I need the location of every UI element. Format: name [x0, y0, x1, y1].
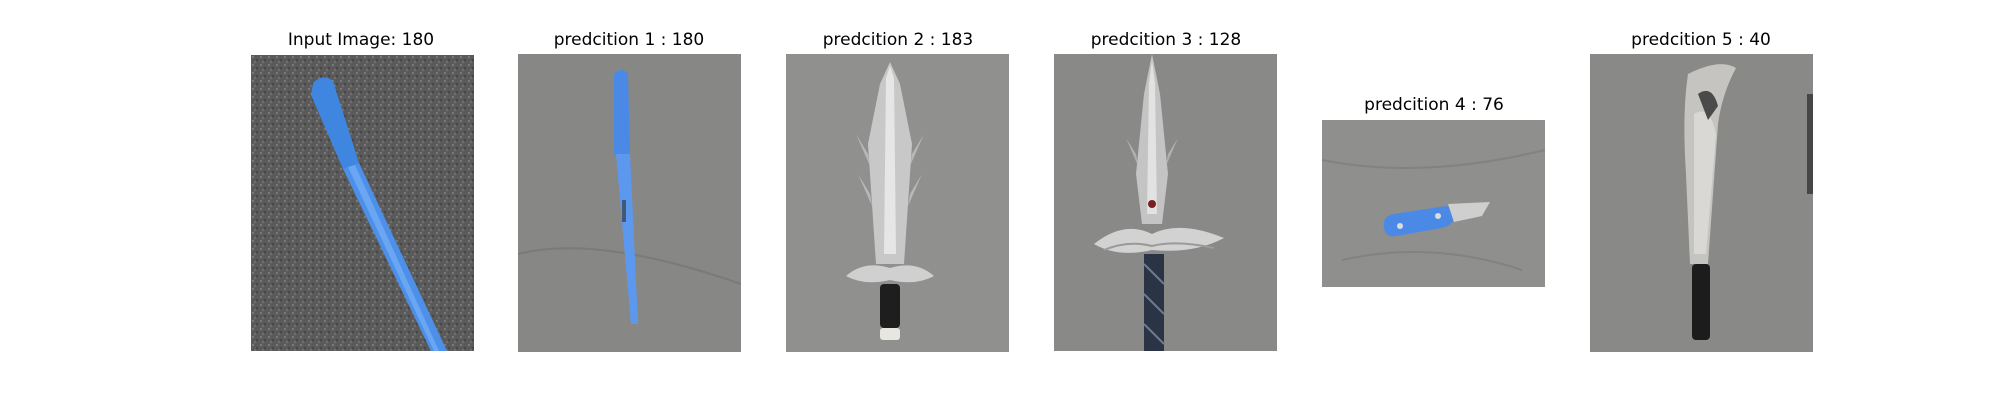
panel-title: predcition 5 : 40	[1631, 30, 1771, 50]
input-image-blue-kitchen-knife	[251, 55, 474, 351]
prediction-image-machete	[1590, 54, 1813, 352]
prediction-image-fantasy-dagger	[786, 54, 1009, 352]
prediction-image-blue-kitchen-knife	[518, 54, 741, 352]
panel-title: predcition 1 : 180	[553, 30, 705, 50]
panel-title: predcition 2 : 183	[822, 30, 974, 50]
prediction-image-blue-folding-knife	[1322, 120, 1545, 287]
panel-title: predcition 3 : 128	[1090, 30, 1242, 50]
panel-title: predcition 4 : 76	[1364, 95, 1504, 115]
panel-title: Input Image: 180	[287, 30, 435, 50]
prediction-image-fantasy-sword	[1054, 54, 1277, 351]
